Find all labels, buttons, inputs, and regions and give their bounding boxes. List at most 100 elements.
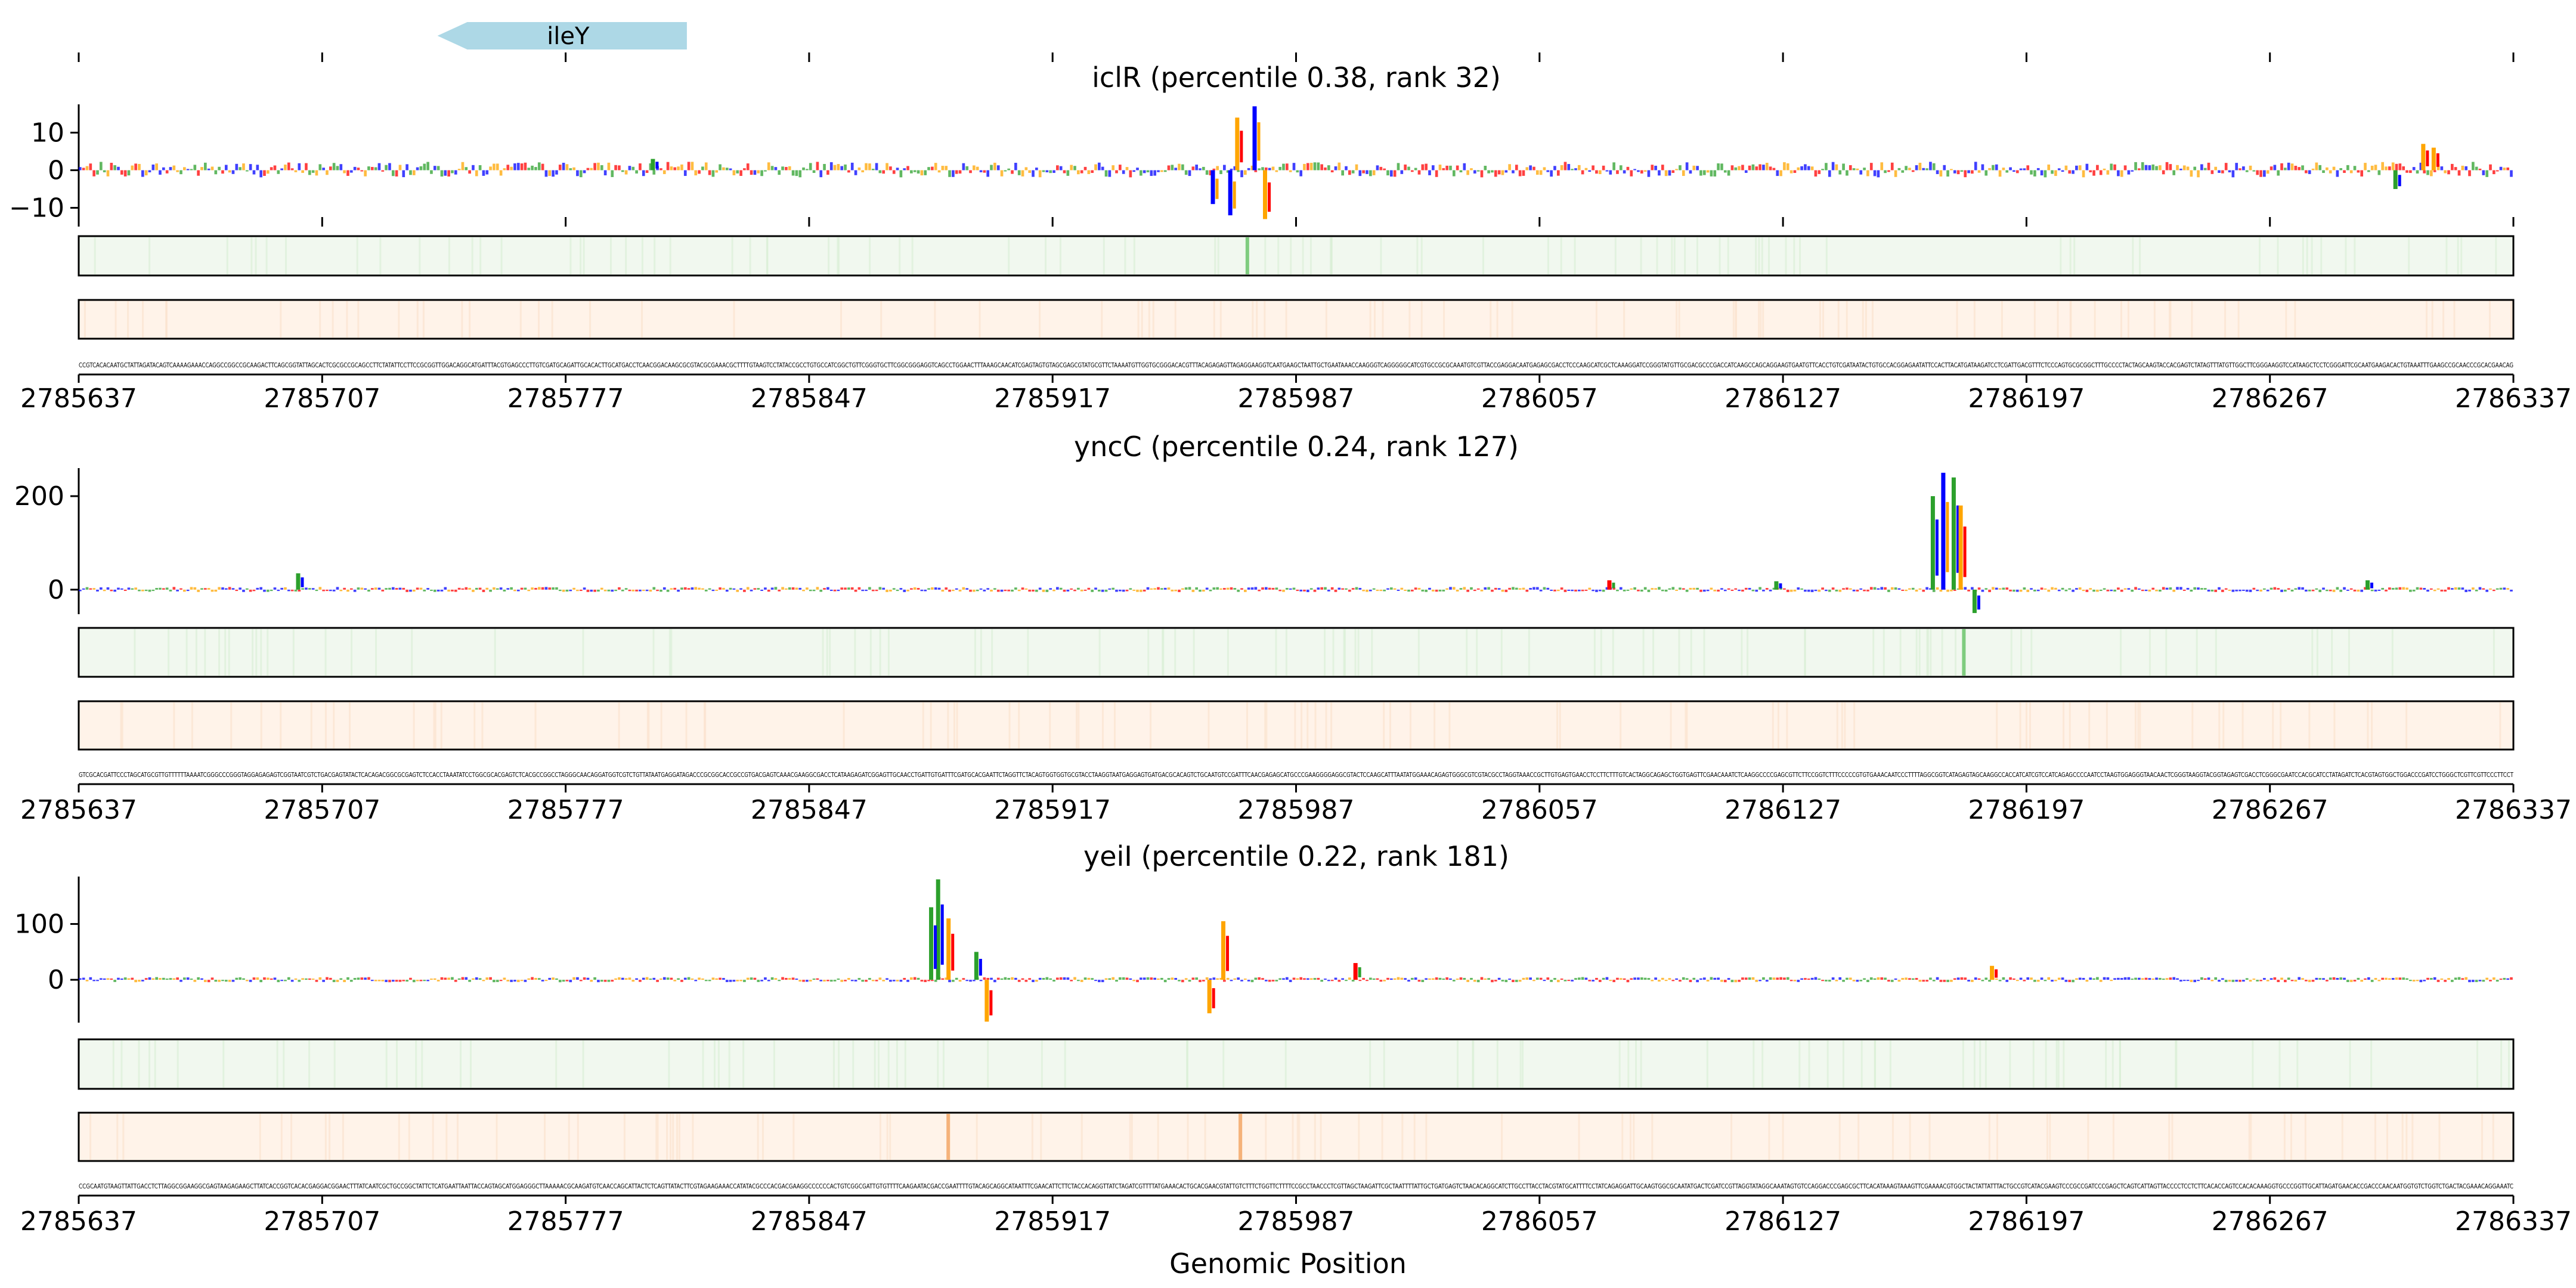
logo-base-mark bbox=[1939, 980, 1943, 982]
logo-base-mark bbox=[2332, 977, 2336, 980]
logo-base-mark bbox=[1417, 980, 1421, 982]
logo-base-mark bbox=[1918, 588, 1922, 590]
x-tick-label: 2785637 bbox=[20, 795, 137, 825]
logo-base-mark bbox=[214, 589, 218, 592]
logo-base-mark bbox=[1793, 170, 1797, 173]
logo-base-mark bbox=[1456, 589, 1459, 592]
logo-base-mark bbox=[833, 980, 837, 982]
logo-base-mark bbox=[2224, 588, 2228, 590]
logo-base-mark bbox=[423, 163, 426, 171]
logo-base-mark bbox=[1786, 977, 1789, 980]
green-track-cell bbox=[308, 1041, 311, 1088]
logo-base-mark bbox=[1230, 587, 1233, 590]
logo-base-mark bbox=[2273, 165, 2277, 171]
logo-base-mark bbox=[2078, 977, 2082, 980]
logo-base-mark bbox=[1216, 587, 1219, 590]
logo-base-mark bbox=[1052, 589, 1055, 592]
logo-base-mark bbox=[844, 164, 847, 171]
green-track-cell bbox=[1747, 629, 1749, 676]
logo-base-mark bbox=[2472, 980, 2475, 982]
logo-base-mark bbox=[600, 980, 603, 982]
logo-base-mark bbox=[614, 165, 617, 171]
logo-base-mark bbox=[405, 589, 408, 592]
logo-peak bbox=[296, 573, 301, 590]
logo-base-mark bbox=[2231, 170, 2235, 178]
logo-base-mark bbox=[1296, 589, 1299, 592]
logo-base-mark bbox=[2496, 170, 2499, 172]
logo-base-mark bbox=[1504, 170, 1508, 173]
logo-base-mark bbox=[2436, 980, 2440, 982]
orange-track-cell bbox=[956, 702, 958, 748]
logo-base-mark bbox=[242, 589, 245, 592]
logo-base-mark bbox=[1908, 588, 1911, 590]
logo-base-mark bbox=[833, 165, 837, 171]
y-tick-label: −10 bbox=[9, 193, 64, 223]
logo-base-mark bbox=[1389, 587, 1393, 590]
green-track-cell bbox=[134, 629, 136, 676]
orange-track-cell bbox=[1448, 702, 1451, 748]
logo-base-mark bbox=[2144, 165, 2148, 171]
logo-base-mark bbox=[451, 977, 454, 980]
logo-base-mark bbox=[1091, 589, 1094, 592]
logo-base-mark bbox=[899, 588, 903, 590]
logo-base-mark bbox=[983, 170, 986, 173]
logo-base-mark bbox=[2064, 589, 2068, 592]
logo-peak bbox=[1226, 936, 1230, 971]
green-track-cell bbox=[1059, 237, 1061, 274]
green-track-cell bbox=[2032, 1041, 2035, 1088]
logo-base-mark bbox=[607, 980, 611, 982]
logo-base-mark bbox=[235, 589, 239, 592]
orange-track-cell bbox=[953, 702, 955, 748]
logo-base-mark bbox=[1835, 589, 1838, 592]
green-track-cell bbox=[668, 629, 671, 676]
logo-base-mark bbox=[1943, 165, 1946, 171]
green-heat-track bbox=[78, 1038, 2515, 1090]
green-track-cell bbox=[2055, 1041, 2058, 1088]
logo-base-mark bbox=[433, 978, 436, 980]
logo-base-mark bbox=[1045, 589, 1049, 592]
logo-base-mark bbox=[388, 980, 391, 983]
logo-base-mark bbox=[527, 978, 531, 980]
logo-base-mark bbox=[159, 978, 162, 980]
logo-base-mark bbox=[865, 980, 868, 982]
green-track-cell bbox=[1652, 629, 1655, 676]
sequence-track: GTCGCACGATTCCCTAGCATGCGTTGTTTTTTAAAATCGG… bbox=[79, 771, 2513, 779]
logo-base-mark bbox=[753, 170, 757, 175]
green-track-cell bbox=[1371, 629, 1373, 676]
logo-base-mark bbox=[781, 977, 784, 980]
orange-track-cell bbox=[2063, 702, 2065, 748]
logo-base-mark bbox=[1810, 166, 1814, 171]
logo-base-mark bbox=[207, 588, 210, 590]
orange-track-cell bbox=[1129, 1114, 1131, 1160]
logo-base-mark bbox=[2030, 977, 2033, 980]
logo-base-mark bbox=[2141, 589, 2144, 592]
x-tick-label: 2786197 bbox=[1968, 1206, 2085, 1237]
logo-base-mark bbox=[2298, 977, 2301, 980]
logo-base-mark bbox=[837, 164, 840, 171]
logo-base-mark bbox=[920, 589, 924, 592]
logo-base-mark bbox=[1021, 170, 1024, 177]
green-track-cell bbox=[1343, 629, 1345, 676]
logo-base-mark bbox=[725, 589, 729, 592]
logo-base-mark bbox=[120, 588, 123, 590]
orange-track-cell bbox=[1080, 1114, 1083, 1160]
green-track-cell bbox=[1302, 237, 1304, 274]
logo-base-mark bbox=[2485, 977, 2489, 980]
logo-base-mark bbox=[1647, 589, 1651, 592]
orange-track-highlight bbox=[946, 1114, 950, 1160]
logo-base-mark bbox=[764, 587, 767, 590]
logo-base-mark bbox=[2457, 170, 2461, 176]
logo-base-mark bbox=[704, 589, 708, 592]
orange-track-cell bbox=[843, 702, 845, 748]
logo-base-mark bbox=[917, 170, 920, 174]
logo-base-mark bbox=[489, 977, 492, 980]
logo-base-mark bbox=[889, 980, 892, 982]
logo-base-mark bbox=[2329, 589, 2332, 592]
green-track-cell bbox=[1785, 237, 1787, 274]
logo-base-mark bbox=[308, 978, 311, 980]
logo-base-mark bbox=[666, 162, 670, 171]
logo-base-mark bbox=[687, 162, 691, 171]
logo-base-mark bbox=[1602, 977, 1605, 980]
logo-base-mark bbox=[1212, 977, 1216, 980]
logo-base-mark bbox=[2186, 980, 2190, 982]
